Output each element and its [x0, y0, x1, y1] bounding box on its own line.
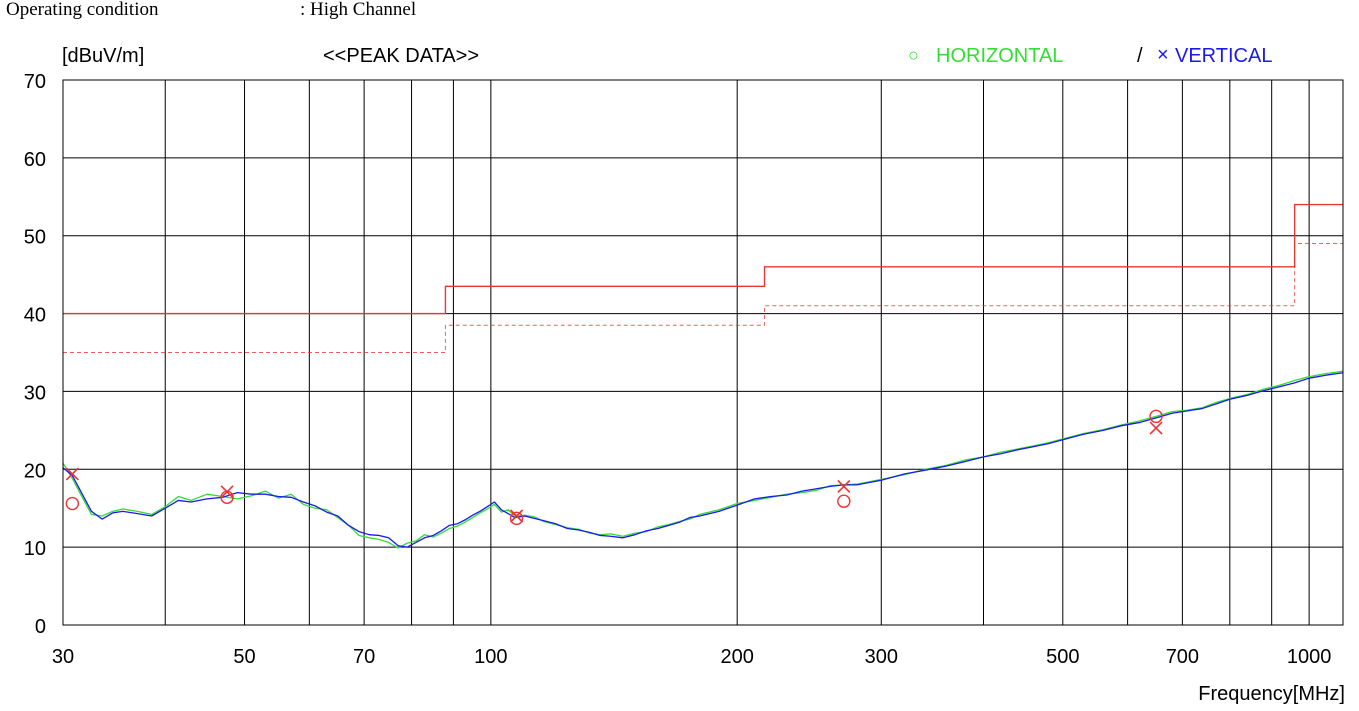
- x-tick-label: 700: [1166, 646, 1199, 668]
- operating-condition-label: Operating condition: [6, 0, 159, 20]
- legend-separator: /: [1137, 45, 1143, 67]
- x-tick-label: 200: [720, 646, 753, 668]
- operating-condition-value: : High Channel: [300, 0, 417, 20]
- tick-labels: 0 10 20 30 40 50 60 70 30 50 70 100 200 300 500 700 1000: [24, 71, 1332, 668]
- marker-horizontal: [1149, 409, 1163, 424]
- y-axis-label: [dBuV/m]: [62, 45, 144, 67]
- legend-horizontal-label: HORIZONTAL: [936, 45, 1063, 67]
- x-axis-label: Frequency[MHz]: [1198, 683, 1345, 705]
- marker-vertical-stroke: [509, 509, 524, 523]
- x-tick-label: 300: [865, 646, 898, 668]
- marker-vertical-stroke: [1149, 421, 1163, 435]
- marker-vertical: [509, 509, 524, 523]
- limit-lines: [63, 203, 1343, 353]
- series-lines: [62, 370, 1344, 549]
- y-tick-label: 60: [24, 149, 46, 171]
- marker-vertical-stroke: [220, 485, 234, 499]
- legend-horizontal-symbol: ○: [908, 45, 919, 65]
- x-tick-label: 500: [1046, 646, 1079, 668]
- x-tick-label: 30: [52, 646, 74, 668]
- y-tick-label: 40: [24, 305, 46, 327]
- limit-line: [63, 203, 1343, 315]
- marker-horizontal: [837, 494, 851, 508]
- x-tick-label: 100: [474, 646, 507, 668]
- chart-title: <<PEAK DATA>>: [323, 45, 479, 67]
- legend: ○ HORIZONTAL / × VERTICAL: [908, 44, 1272, 67]
- y-tick-label: 50: [24, 227, 46, 249]
- y-tick-label: 10: [24, 538, 46, 560]
- x-tick-label: 50: [233, 646, 255, 668]
- marker-vertical-stroke: [65, 467, 79, 481]
- legend-vertical-label: VERTICAL: [1175, 45, 1272, 67]
- y-tick-label: 30: [24, 382, 46, 404]
- marker-horizontal: [65, 496, 80, 511]
- marker-vertical: [65, 467, 79, 481]
- marker-vertical: [220, 485, 234, 499]
- marker-vertical: [837, 479, 851, 493]
- series-vertical: [62, 372, 1344, 548]
- legend-vertical-symbol: ×: [1157, 44, 1169, 66]
- y-tick-label: 70: [24, 71, 46, 93]
- grid: [63, 79, 1343, 626]
- margin-line: [63, 243, 1343, 353]
- y-tick-label: 20: [24, 460, 46, 482]
- markers: [65, 409, 1163, 526]
- marker-vertical: [1149, 421, 1163, 435]
- marker-vertical-stroke: [837, 479, 851, 493]
- y-tick-label: 0: [35, 616, 46, 638]
- x-tick-label: 70: [353, 646, 375, 668]
- series-horizontal: [62, 370, 1344, 549]
- marker-horizontal: [509, 511, 524, 526]
- plot-frame: [62, 79, 1344, 626]
- x-tick-label: 1000: [1287, 646, 1332, 668]
